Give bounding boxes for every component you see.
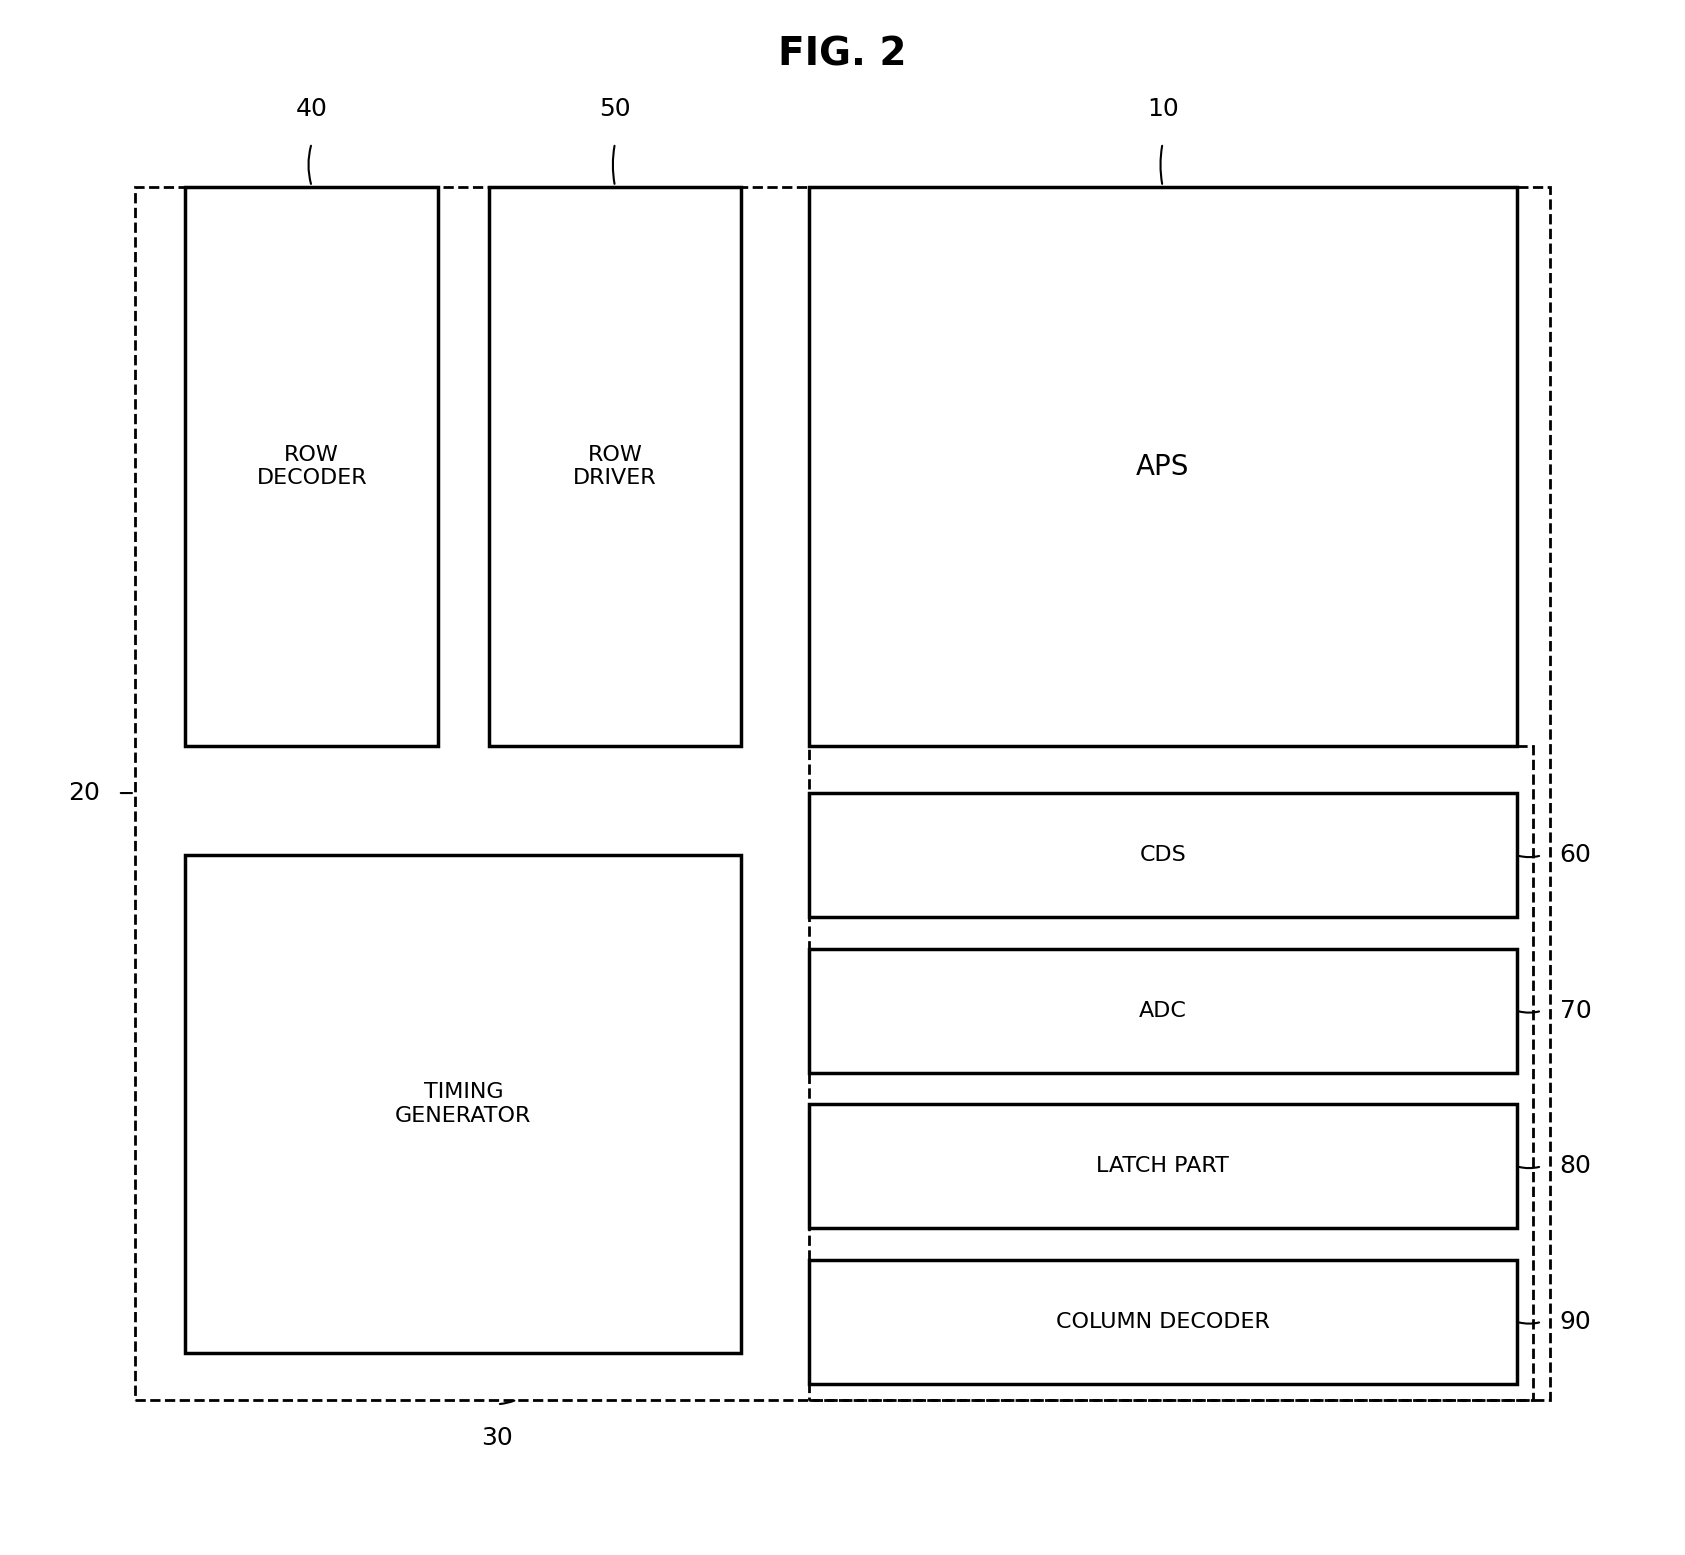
Text: ROW
DRIVER: ROW DRIVER (573, 445, 657, 488)
Text: TIMING
GENERATOR: TIMING GENERATOR (396, 1082, 531, 1126)
Text: 40: 40 (297, 96, 327, 121)
FancyBboxPatch shape (185, 855, 741, 1353)
Text: 70: 70 (1560, 998, 1591, 1023)
Text: ADC: ADC (1139, 1001, 1186, 1020)
FancyBboxPatch shape (809, 949, 1516, 1073)
Text: 10: 10 (1147, 96, 1178, 121)
Text: APS: APS (1136, 453, 1190, 480)
Text: 20: 20 (69, 781, 99, 805)
Text: 80: 80 (1560, 1154, 1591, 1179)
Text: LATCH PART: LATCH PART (1097, 1157, 1228, 1176)
FancyBboxPatch shape (489, 187, 741, 746)
Text: CDS: CDS (1139, 846, 1186, 865)
FancyBboxPatch shape (809, 793, 1516, 917)
Text: FIG. 2: FIG. 2 (778, 36, 907, 73)
Text: 60: 60 (1560, 843, 1591, 868)
FancyBboxPatch shape (809, 1260, 1516, 1384)
FancyBboxPatch shape (809, 1104, 1516, 1228)
Bar (135, 187, 1550, 1400)
Text: 90: 90 (1560, 1309, 1591, 1334)
Text: COLUMN DECODER: COLUMN DECODER (1056, 1312, 1269, 1331)
FancyBboxPatch shape (185, 187, 438, 746)
Bar (809, 746, 1533, 1400)
Text: ROW
DECODER: ROW DECODER (256, 445, 367, 488)
Text: 30: 30 (482, 1426, 512, 1451)
FancyBboxPatch shape (809, 187, 1516, 746)
Text: 50: 50 (600, 96, 630, 121)
